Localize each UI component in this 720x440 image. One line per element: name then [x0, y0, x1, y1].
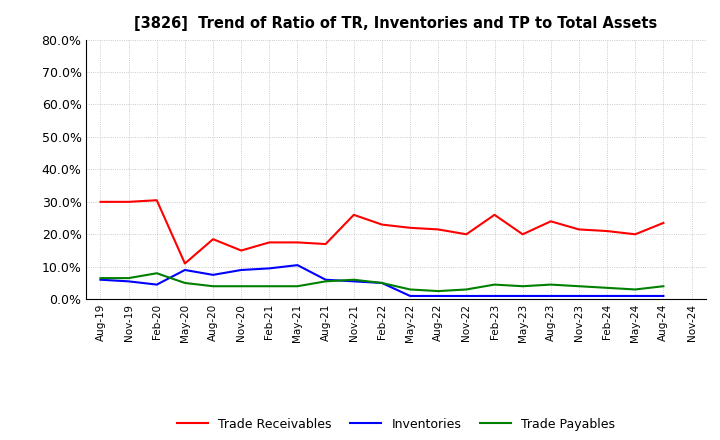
- Trade Receivables: [603, 228, 611, 234]
- Trade Payables: [237, 284, 246, 289]
- Inventories: [96, 277, 105, 282]
- Trade Payables: [434, 289, 443, 294]
- Trade Payables: [462, 287, 471, 292]
- Trade Payables: [546, 282, 555, 287]
- Line: Trade Payables: Trade Payables: [101, 273, 663, 291]
- Trade Payables: [631, 287, 639, 292]
- Trade Receivables: [631, 231, 639, 237]
- Trade Payables: [153, 271, 161, 276]
- Trade Payables: [125, 275, 133, 281]
- Trade Receivables: [125, 199, 133, 205]
- Inventories: [603, 293, 611, 299]
- Inventories: [349, 279, 358, 284]
- Line: Trade Receivables: Trade Receivables: [101, 200, 663, 264]
- Inventories: [406, 293, 415, 299]
- Trade Receivables: [406, 225, 415, 231]
- Trade Receivables: [293, 240, 302, 245]
- Inventories: [237, 268, 246, 273]
- Trade Payables: [349, 277, 358, 282]
- Trade Receivables: [181, 261, 189, 266]
- Inventories: [209, 272, 217, 278]
- Inventories: [377, 280, 386, 286]
- Trade Receivables: [209, 237, 217, 242]
- Inventories: [181, 268, 189, 273]
- Trade Receivables: [265, 240, 274, 245]
- Trade Payables: [321, 279, 330, 284]
- Title: [3826]  Trend of Ratio of TR, Inventories and TP to Total Assets: [3826] Trend of Ratio of TR, Inventories…: [135, 16, 657, 32]
- Trade Receivables: [96, 199, 105, 205]
- Inventories: [575, 293, 583, 299]
- Trade Payables: [293, 284, 302, 289]
- Line: Inventories: Inventories: [101, 265, 663, 296]
- Trade Payables: [490, 282, 499, 287]
- Trade Receivables: [153, 198, 161, 203]
- Inventories: [434, 293, 443, 299]
- Trade Payables: [181, 280, 189, 286]
- Trade Receivables: [490, 212, 499, 217]
- Inventories: [659, 293, 667, 299]
- Trade Receivables: [377, 222, 386, 227]
- Trade Payables: [603, 285, 611, 290]
- Trade Payables: [406, 287, 415, 292]
- Inventories: [490, 293, 499, 299]
- Inventories: [265, 266, 274, 271]
- Inventories: [631, 293, 639, 299]
- Trade Payables: [209, 284, 217, 289]
- Legend: Trade Receivables, Inventories, Trade Payables: Trade Receivables, Inventories, Trade Pa…: [171, 413, 621, 436]
- Trade Receivables: [659, 220, 667, 226]
- Trade Payables: [575, 284, 583, 289]
- Trade Receivables: [434, 227, 443, 232]
- Inventories: [153, 282, 161, 287]
- Trade Payables: [659, 284, 667, 289]
- Inventories: [125, 279, 133, 284]
- Trade Payables: [265, 284, 274, 289]
- Trade Receivables: [575, 227, 583, 232]
- Trade Receivables: [546, 219, 555, 224]
- Trade Receivables: [518, 231, 527, 237]
- Inventories: [321, 277, 330, 282]
- Trade Payables: [377, 280, 386, 286]
- Trade Payables: [518, 284, 527, 289]
- Trade Receivables: [237, 248, 246, 253]
- Trade Payables: [96, 275, 105, 281]
- Trade Receivables: [349, 212, 358, 217]
- Inventories: [518, 293, 527, 299]
- Trade Receivables: [462, 231, 471, 237]
- Trade Receivables: [321, 242, 330, 247]
- Inventories: [546, 293, 555, 299]
- Inventories: [462, 293, 471, 299]
- Inventories: [293, 263, 302, 268]
